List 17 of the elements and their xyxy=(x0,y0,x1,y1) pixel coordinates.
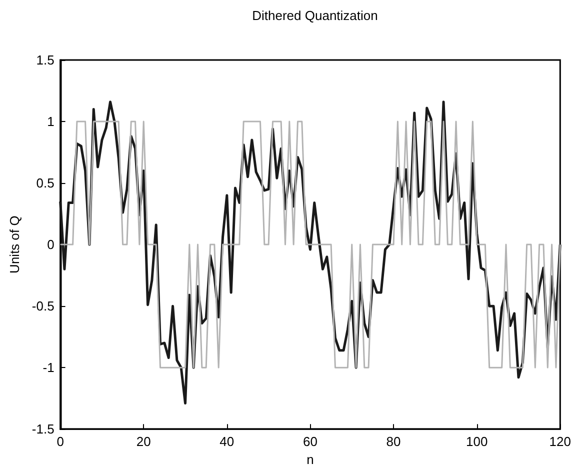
chart-title: Dithered Quantization xyxy=(252,8,378,23)
x-tick-label: 120 xyxy=(549,434,572,450)
y-tick-label: -0.5 xyxy=(32,298,54,314)
y-axis-title: Units of Q xyxy=(7,216,22,274)
x-tick-label: 20 xyxy=(136,434,151,450)
y-tick-label: 1.5 xyxy=(36,52,54,68)
x-tick-label: 0 xyxy=(56,434,64,450)
y-tick-label: -1 xyxy=(42,360,54,376)
x-tick-label: 80 xyxy=(386,434,401,450)
y-tick-label: -1.5 xyxy=(32,422,54,437)
x-tick-label: 60 xyxy=(302,434,318,450)
x-tick-label: 40 xyxy=(220,434,234,450)
y-tick-label: 1 xyxy=(47,114,54,130)
x-axis-title: n xyxy=(306,452,314,467)
y-tick-label: 0.5 xyxy=(36,176,54,191)
y-tick-label: 0 xyxy=(47,237,54,252)
x-tick-label: 100 xyxy=(466,434,488,450)
